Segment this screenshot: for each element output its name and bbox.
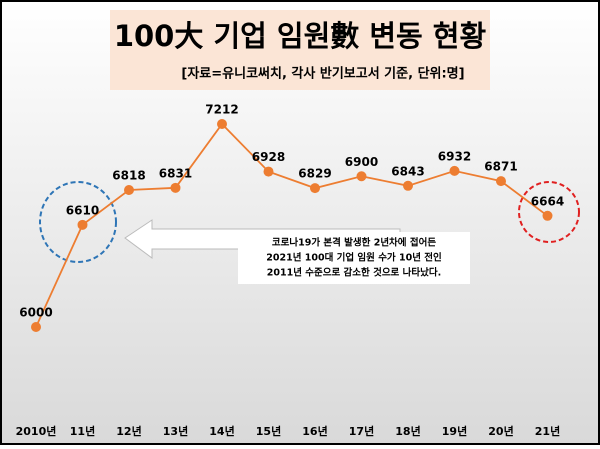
data-label: 6664 bbox=[531, 194, 564, 208]
x-tick-label: 2010년 bbox=[16, 424, 57, 438]
x-tick-label: 21년 bbox=[535, 424, 560, 438]
data-label: 6818 bbox=[112, 168, 145, 182]
marker bbox=[263, 166, 274, 177]
data-label: 6900 bbox=[345, 155, 378, 169]
data-label: 6831 bbox=[159, 166, 192, 180]
x-tick-label: 17년 bbox=[349, 424, 374, 438]
line bbox=[35, 122, 549, 328]
x-tick-label: 19년 bbox=[442, 424, 467, 438]
annotation: 코로나19가 본격 발생한 2년차에 접어든 bbox=[272, 237, 436, 249]
chart-title: 100大 기업 임원數 변동 현황 bbox=[114, 19, 487, 53]
marker bbox=[356, 171, 367, 182]
annotation: 2021년 100대 기업 임원 수가 10년 전인 bbox=[266, 252, 441, 264]
data-label: 7212 bbox=[205, 103, 238, 117]
x-tick-label: 14년 bbox=[209, 424, 234, 438]
data-label: 6843 bbox=[391, 164, 424, 178]
marker bbox=[31, 322, 41, 332]
x-tick-label: 18년 bbox=[395, 424, 420, 438]
x-tick-label: 20년 bbox=[488, 424, 513, 438]
chart-subtitle: [자료=유니코써치, 각사 반기보고서 기준, 단위:명] bbox=[181, 66, 464, 82]
marker bbox=[542, 210, 553, 221]
marker bbox=[77, 219, 88, 230]
data-label: 6610 bbox=[66, 203, 99, 217]
annotation-box bbox=[238, 232, 470, 284]
x-tick-label: 12년 bbox=[116, 424, 141, 438]
data-label: 6928 bbox=[252, 150, 285, 164]
data-label: 6829 bbox=[298, 167, 331, 181]
marker bbox=[170, 182, 181, 193]
title-box bbox=[110, 10, 490, 90]
marker bbox=[496, 176, 506, 187]
highlight-circle bbox=[39, 181, 117, 263]
data-label: 6000 bbox=[19, 306, 52, 320]
data-label: 6932 bbox=[438, 149, 471, 163]
marker bbox=[403, 180, 413, 191]
marker bbox=[217, 119, 227, 129]
x-tick-label: 15년 bbox=[256, 424, 281, 438]
data-label: 6871 bbox=[484, 160, 517, 174]
highlight-circle bbox=[518, 181, 580, 243]
annotation: 2011년 수준으로 감소한 것으로 나타났다. bbox=[267, 267, 441, 279]
marker bbox=[449, 165, 460, 176]
x-tick-label: 11년 bbox=[70, 424, 95, 438]
marker bbox=[124, 184, 134, 195]
x-tick-label: 16년 bbox=[302, 424, 327, 438]
marker bbox=[310, 183, 320, 194]
x-tick-label: 13년 bbox=[163, 424, 188, 438]
